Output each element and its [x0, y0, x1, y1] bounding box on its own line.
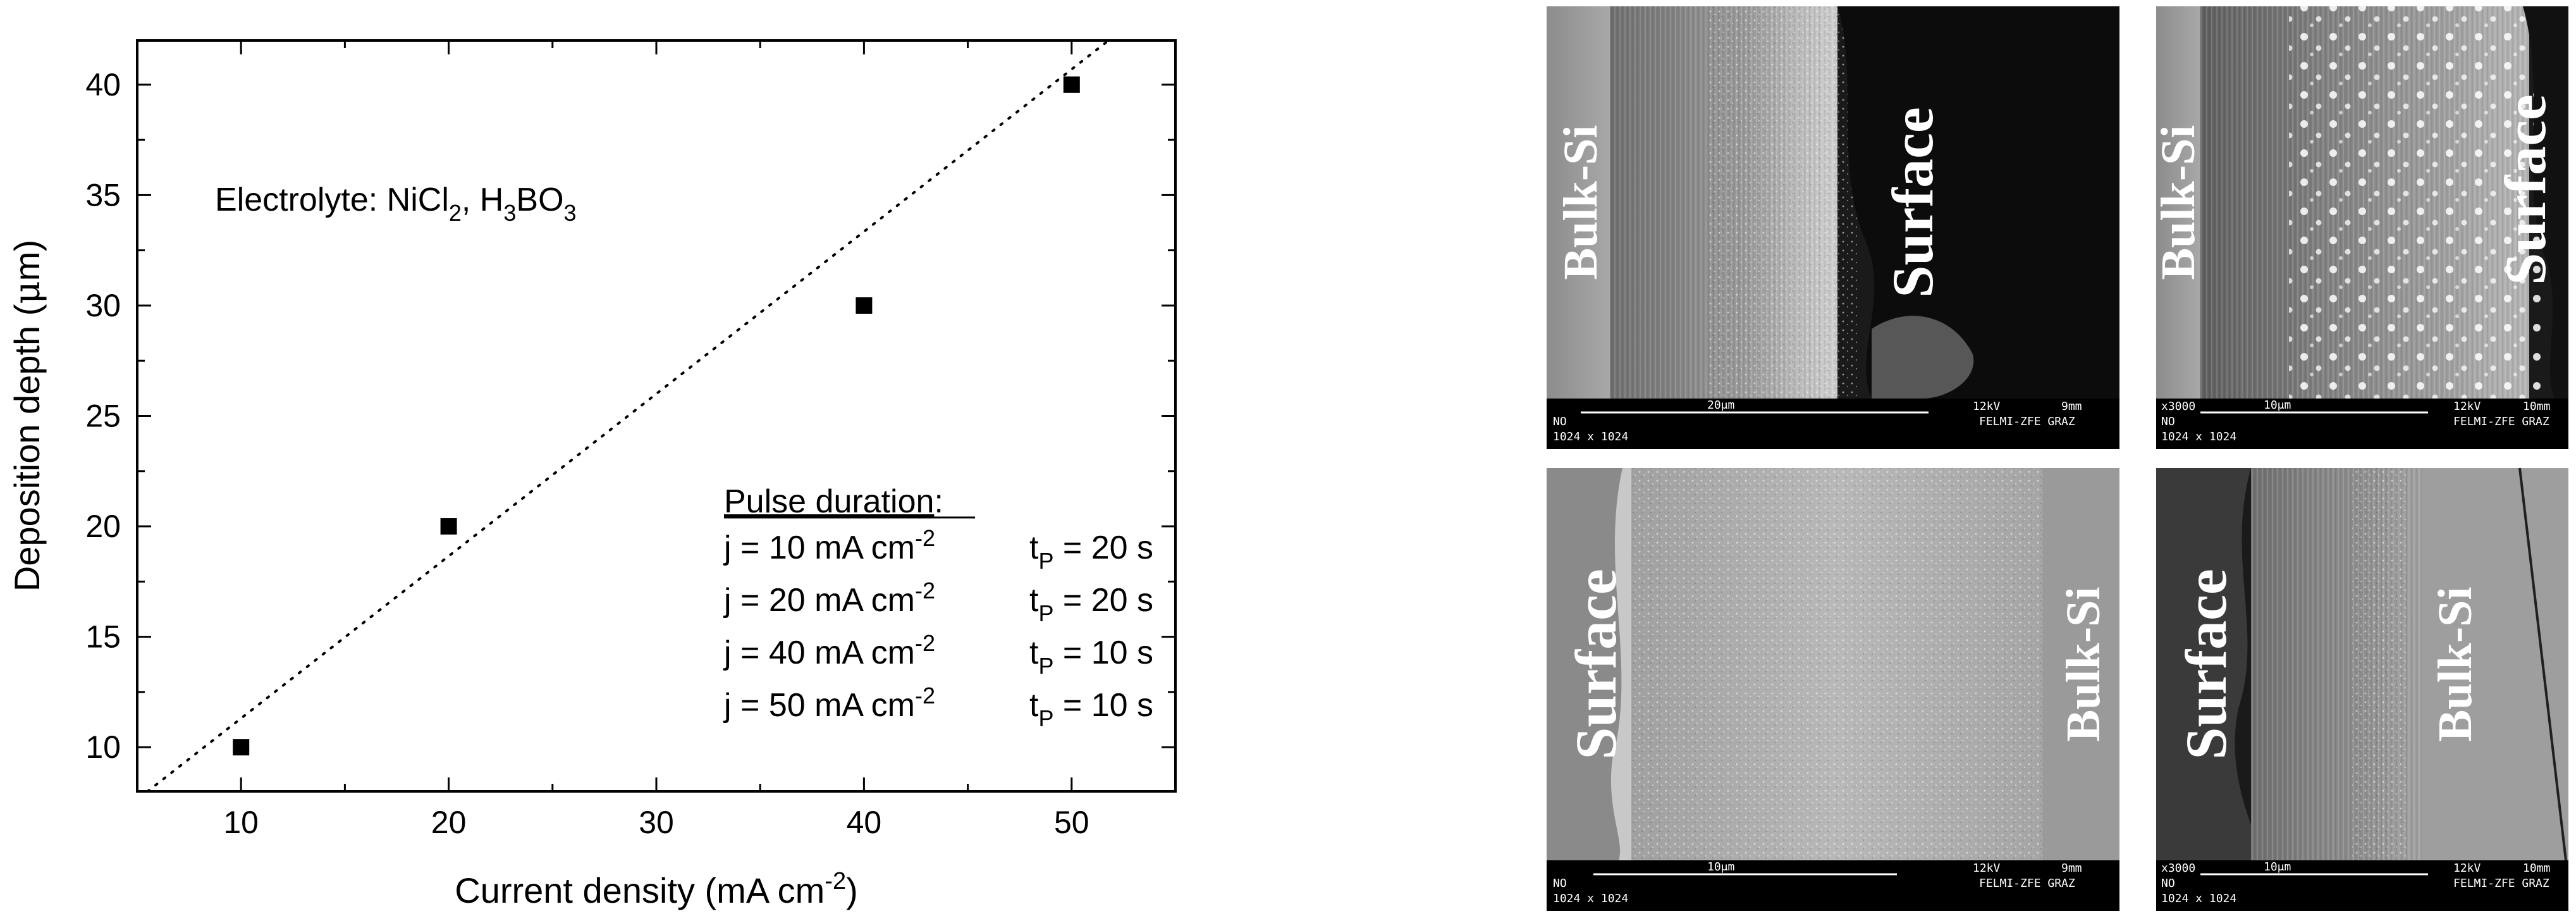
sem4-right-label: Bulk-Si: [2429, 586, 2482, 741]
y-tick-label: 10: [85, 729, 121, 765]
sem4-res: 1024 x 1024: [2161, 892, 2236, 905]
scatter-chart: 10 20 30 40 50 10 15 20 25 30 35 40 Electrolyte: Ni…: [7, 39, 1177, 910]
sem4-mag: x3000: [2161, 862, 2195, 875]
legend-row-pulse: tP = 20 s: [1029, 582, 1153, 626]
legend-row-current: j = 20 mA cm-2: [723, 578, 935, 619]
sem3-right-label: Bulk-Si: [2057, 586, 2110, 741]
sem2-res: 1024 x 1024: [2161, 430, 2236, 443]
sem3-scale: 10μm: [1707, 860, 1734, 874]
sem2-left-label: Bulk-Si: [2152, 125, 2205, 280]
data-point: [233, 739, 250, 756]
sem-micrograph-2: Bulk-Si Surface x3000 10μm 12kV 10mm NO …: [2152, 6, 2568, 449]
sem1-kv: 12kV: [1973, 400, 2001, 413]
data-point: [856, 297, 873, 314]
electrolyte-annotation: Electrolyte: NiCl2, H3BO3: [215, 182, 577, 226]
sem4-kv: 12kV: [2453, 862, 2481, 875]
legend-heading: Pulse duration:: [724, 483, 943, 520]
pulse-legend: Pulse duration: j = 10 mA cm-2 tP = 20 sj…: [723, 483, 1153, 731]
sem-micrograph-4: Surface Bulk-Si x3000 10μm 12kV 10mm NO …: [2156, 467, 2568, 911]
sem4-scale: 10μm: [2264, 860, 2291, 874]
sem1-code: NO: [1553, 415, 1567, 428]
y-axis-title: Deposition depth (μm): [7, 240, 48, 591]
data-points: [233, 76, 1080, 756]
sem3-wd: 9mm: [2061, 862, 2082, 875]
y-tick-label: 20: [85, 509, 121, 544]
y-tick-label: 40: [85, 67, 121, 102]
sem1-right-label: Surface: [1880, 107, 1945, 297]
sem4-left-label: Surface: [2174, 569, 2238, 759]
data-point: [1063, 76, 1080, 93]
sem4-code: NO: [2161, 877, 2175, 890]
y-tick-label: 25: [85, 399, 121, 434]
x-tick-label: 40: [847, 805, 882, 840]
sem1-wd: 9mm: [2061, 400, 2082, 413]
sem-micrograph-3: Surface Bulk-Si 10μm 12kV 9mm NO FELMI-Z…: [1547, 468, 2119, 911]
x-tick-label: 30: [639, 805, 674, 840]
sem2-scale: 10μm: [2264, 399, 2291, 412]
axis-ticks: [136, 40, 1177, 791]
sem3-code: NO: [1553, 877, 1567, 890]
sem3-left-label: Surface: [1564, 569, 1628, 759]
y-tick-label: 35: [85, 177, 121, 213]
sem2-wd: 10mm: [2523, 400, 2550, 413]
x-tick-label: 20: [431, 805, 467, 840]
sem2-right-label: Surface: [2493, 94, 2558, 285]
sem3-lab: FELMI-ZFE GRAZ: [1979, 877, 2075, 890]
axis-tick-labels: 10 20 30 40 50 10 15 20 25 30 35 40: [85, 67, 1089, 840]
legend-row-pulse: tP = 10 s: [1029, 687, 1153, 731]
sem4-lab: FELMI-ZFE GRAZ: [2453, 877, 2549, 890]
legend-row-current: j = 50 mA cm-2: [723, 683, 935, 724]
sem4-wd: 10mm: [2523, 862, 2550, 875]
sem2-code: NO: [2161, 415, 2175, 428]
sem2-lab: FELMI-ZFE GRAZ: [2453, 415, 2549, 428]
sem2-kv: 12kV: [2453, 400, 2481, 413]
legend-row-current: j = 40 mA cm-2: [723, 630, 935, 671]
sem3-res: 1024 x 1024: [1553, 892, 1628, 905]
sem3-kv: 12kV: [1973, 862, 2001, 875]
sem2-mag: x3000: [2161, 400, 2195, 413]
sem1-left-label: Bulk-Si: [1554, 125, 1607, 280]
sem-micrograph-1: Bulk-Si Surface 20μm 12kV 9mm NO FELMI-Z…: [1547, 6, 2119, 449]
fit-line: [146, 39, 1110, 793]
legend-row-pulse: tP = 10 s: [1029, 634, 1153, 679]
legend-row-current: j = 10 mA cm-2: [723, 525, 935, 566]
x-tick-label: 50: [1054, 805, 1089, 840]
x-axis-title: Current density (mA cm-2): [455, 868, 858, 910]
x-tick-label: 10: [223, 805, 259, 840]
sem1-scale: 20μm: [1707, 399, 1734, 412]
sem1-res: 1024 x 1024: [1553, 430, 1628, 443]
data-point: [440, 518, 457, 535]
y-tick-label: 30: [85, 288, 121, 323]
sem1-lab: FELMI-ZFE GRAZ: [1979, 415, 2075, 428]
y-tick-label: 15: [85, 619, 121, 655]
legend-row-pulse: tP = 20 s: [1029, 529, 1153, 574]
legend-rows: j = 10 mA cm-2 tP = 20 s j = 20 mA cm-2 tP …: [723, 525, 1153, 731]
